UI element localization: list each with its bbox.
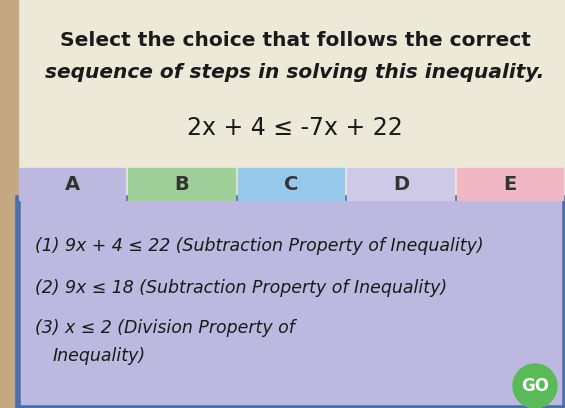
Text: B: B bbox=[175, 175, 189, 193]
Bar bbox=[457, 168, 563, 200]
Text: Inequality): Inequality) bbox=[53, 347, 146, 365]
Text: (2) 9x ≤ 18 (Subtraction Property of Inequality): (2) 9x ≤ 18 (Subtraction Property of Ine… bbox=[35, 279, 447, 297]
Bar bbox=[0, 0, 18, 408]
Text: C: C bbox=[284, 175, 299, 193]
Bar bbox=[18, 198, 565, 408]
Bar bbox=[347, 168, 454, 200]
Text: A: A bbox=[65, 175, 80, 193]
Text: E: E bbox=[503, 175, 517, 193]
Text: 2x + 4 ≤ -7x + 22: 2x + 4 ≤ -7x + 22 bbox=[187, 116, 403, 140]
Text: Select the choice that follows the correct: Select the choice that follows the corre… bbox=[59, 31, 531, 49]
Bar bbox=[19, 168, 125, 200]
Bar bbox=[238, 168, 344, 200]
Circle shape bbox=[513, 364, 557, 408]
Text: D: D bbox=[393, 175, 409, 193]
Text: sequence of steps in solving this inequality.: sequence of steps in solving this inequa… bbox=[45, 64, 545, 82]
Bar bbox=[128, 168, 235, 200]
Text: (1) 9x + 4 ≤ 22 (Subtraction Property of Inequality): (1) 9x + 4 ≤ 22 (Subtraction Property of… bbox=[35, 237, 484, 255]
Text: (3) x ≤ 2 (Division Property of: (3) x ≤ 2 (Division Property of bbox=[35, 319, 295, 337]
Text: GO: GO bbox=[521, 377, 549, 395]
